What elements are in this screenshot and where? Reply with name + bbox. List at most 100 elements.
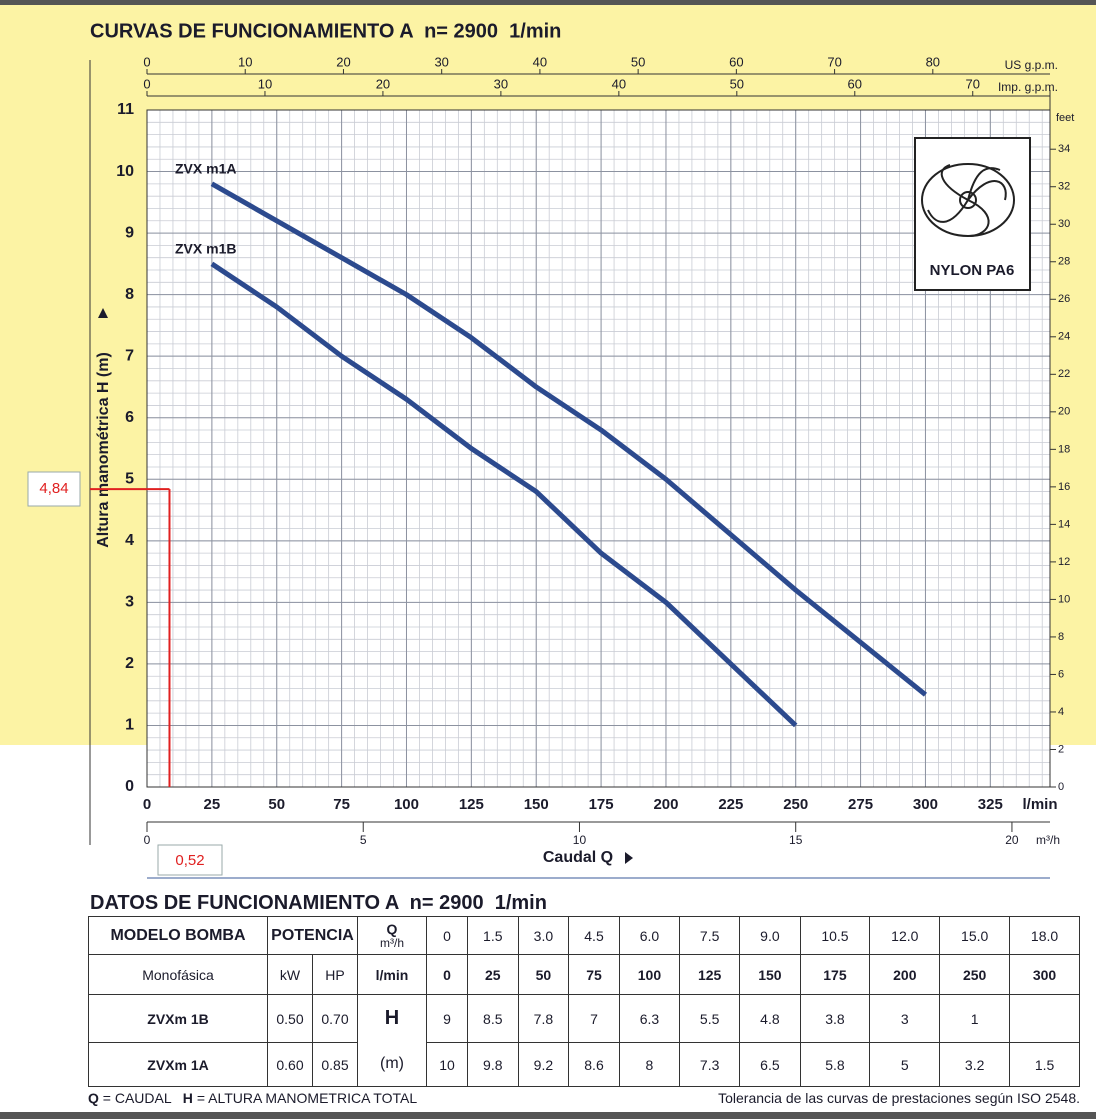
table-cell: 12.0: [870, 917, 940, 955]
h-symbol: H: [183, 1090, 193, 1106]
y-axis-label: Altura manométrica H (m): [95, 352, 112, 548]
table-cell: (m): [358, 1043, 427, 1087]
table-cell: 1.5: [467, 917, 518, 955]
top-axis-tick-label: 20: [336, 54, 350, 69]
table-cell: 4.8: [740, 995, 800, 1043]
table-cell: 10: [427, 1043, 468, 1087]
x-tick-label: 325: [978, 796, 1003, 813]
x-tick-label: 75: [333, 796, 350, 813]
y-tick-label: 2: [125, 655, 134, 672]
table-cell: 8.6: [569, 1043, 620, 1087]
y2-tick-label: 32: [1058, 181, 1070, 193]
y2-tick-label: 16: [1058, 481, 1070, 493]
annotation-label: 4,84: [39, 480, 68, 497]
table-cell: 7.8: [518, 995, 569, 1043]
table-cell: POTENCIA: [268, 917, 358, 955]
top-rule: [0, 0, 1096, 5]
table-cell: ZVXm 1B: [89, 995, 268, 1043]
table-cell: 1.5: [1010, 1043, 1080, 1087]
table-cell: 5: [870, 1043, 940, 1087]
table-cell: 3.0: [518, 917, 569, 955]
table-cell: 1: [940, 995, 1010, 1043]
table-cell: 300: [1010, 955, 1080, 995]
top-axis-tick-label: 10: [258, 76, 272, 91]
y2-tick-label: 0: [1058, 781, 1064, 793]
table-cell: 7.5: [680, 917, 740, 955]
table-cell: 3.2: [940, 1043, 1010, 1087]
footer-legend: Q = CAUDAL H = ALTURA MANOMETRICA TOTAL: [88, 1090, 417, 1106]
impeller-label: NYLON PA6: [930, 262, 1015, 279]
x-tick-label: 150: [524, 796, 549, 813]
q-symbol: Q: [358, 922, 426, 936]
y2-tick-label: 18: [1058, 443, 1070, 455]
top-axis-tick-label: 30: [434, 54, 448, 69]
table-cell: 18.0: [1010, 917, 1080, 955]
y-tick-label: 3: [125, 594, 134, 611]
table-cell: 0.50: [268, 995, 313, 1043]
table-cell: 0.60: [268, 1043, 313, 1087]
x-tick-label: 200: [653, 796, 678, 813]
top-axis-tick-label: 0: [143, 54, 150, 69]
bottom-axis-title: Caudal Q: [543, 849, 613, 866]
top-axis-tick-label: 30: [494, 76, 508, 91]
y2-tick-label: 34: [1058, 143, 1070, 155]
y-tick-label: 6: [125, 409, 134, 426]
table-cell: 0: [427, 955, 468, 995]
top-axis-tick-label: 0: [143, 76, 150, 91]
x-tick-label: 50: [268, 796, 285, 813]
table-cell: 4.5: [569, 917, 620, 955]
x-tick-label: 275: [848, 796, 873, 813]
table-cell: 7.3: [680, 1043, 740, 1087]
bottom-axis-tick-label: 20: [1005, 833, 1019, 847]
top-axis-tick-label: 40: [533, 54, 547, 69]
table-cell: [1010, 995, 1080, 1043]
table-cell: 9.8: [467, 1043, 518, 1087]
table-cell: 9.0: [740, 917, 800, 955]
top-axis-tick-label: 70: [966, 76, 980, 91]
y2-tick-label: 8: [1058, 631, 1064, 643]
table-cell: 3.8: [800, 995, 870, 1043]
table-cell: H: [358, 995, 427, 1043]
y2-tick-label: 20: [1058, 406, 1070, 418]
top-axis-tick-label: 50: [730, 76, 744, 91]
x-tick-label: 100: [394, 796, 419, 813]
h-text: = ALTURA MANOMETRICA TOTAL: [197, 1090, 417, 1106]
top-axis-tick-label: 50: [631, 54, 645, 69]
table-cell: 25: [467, 955, 518, 995]
q-symbol: Q: [88, 1090, 99, 1106]
y-tick-label: 10: [116, 163, 134, 180]
page: CURVAS DE FUNCIONAMIENTO A n= 2900 1/min…: [0, 0, 1096, 1119]
table-cell: 250: [940, 955, 1010, 995]
table-cell: 6.5: [740, 1043, 800, 1087]
y2-tick-label: 30: [1058, 218, 1070, 230]
x-tick-label: 175: [589, 796, 614, 813]
table-cell: 9.2: [518, 1043, 569, 1087]
table-cell: 75: [569, 955, 620, 995]
y-tick-label: 8: [125, 286, 134, 303]
table-cell: l/min: [358, 955, 427, 995]
table-cell: 175: [800, 955, 870, 995]
table-cell: 15.0: [940, 917, 1010, 955]
y-tick-label: 7: [125, 347, 134, 364]
y-tick-label: 5: [125, 470, 134, 487]
y-tick-label: 1: [125, 717, 134, 734]
x-tick-label: 300: [913, 796, 938, 813]
footer-note: Tolerancia de las curvas de prestaciones…: [718, 1090, 1080, 1106]
table-cell: 5.8: [800, 1043, 870, 1087]
y2-tick-label: 22: [1058, 368, 1070, 380]
y2-tick-label: 2: [1058, 743, 1064, 755]
y2-tick-label: 26: [1058, 293, 1070, 305]
annotation-label: 0,52: [175, 852, 204, 869]
y2-tick-label: 14: [1058, 518, 1070, 530]
x-tick-label: 25: [204, 796, 221, 813]
x-axis-label: l/min: [1022, 796, 1057, 813]
series-label: ZVX m1B: [175, 241, 236, 257]
table-cell: 100: [619, 955, 679, 995]
table-cell: 8.5: [467, 995, 518, 1043]
bottom-rule: [0, 1112, 1096, 1119]
table-cell: HP: [313, 955, 358, 995]
table-cell: 6.3: [619, 995, 679, 1043]
table-title: DATOS DE FUNCIONAMIENTO A n= 2900 1/min: [90, 892, 547, 915]
